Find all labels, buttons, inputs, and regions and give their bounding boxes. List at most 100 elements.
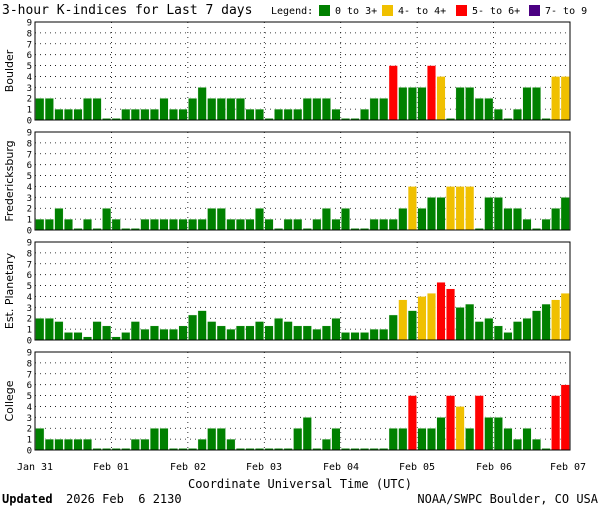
k-bar <box>216 325 226 341</box>
k-bar <box>512 108 522 121</box>
k-bar <box>484 98 494 121</box>
k-bar <box>398 428 408 451</box>
k-bar <box>532 438 542 451</box>
k-bar <box>63 332 73 341</box>
k-bar <box>63 108 73 121</box>
k-bar <box>455 87 465 121</box>
k-bar <box>54 208 64 231</box>
k-bar <box>159 218 169 231</box>
k-bar <box>369 98 379 121</box>
k-bar <box>512 438 522 451</box>
k-bar <box>130 438 140 451</box>
legend-item-0: 0 to 3+ <box>319 5 377 17</box>
k-bar <box>197 438 207 451</box>
k-bar <box>178 325 188 341</box>
k-bar <box>283 321 293 341</box>
x-tick-label-3: Feb 03 <box>246 462 282 473</box>
k-bar <box>312 98 322 121</box>
k-bar <box>130 108 140 121</box>
panel-frame <box>34 131 571 231</box>
y-tick-label: 3 <box>27 414 32 424</box>
k-bar <box>73 332 83 341</box>
k-bar <box>503 332 513 341</box>
k-bar <box>245 218 255 231</box>
k-bar <box>522 318 532 341</box>
k-bar <box>398 87 408 121</box>
k-bar <box>245 325 255 341</box>
k-bar <box>169 328 179 341</box>
legend-swatch-3 <box>529 5 540 16</box>
k-bar <box>493 417 503 451</box>
legend-item-1: 4- to 4+ <box>382 5 446 17</box>
k-bar <box>407 395 417 451</box>
k-bar <box>379 328 389 341</box>
y-tick-label: 5 <box>27 282 32 292</box>
k-bar <box>159 98 169 121</box>
k-bar <box>560 292 570 341</box>
y-tick-label: 2 <box>27 205 32 215</box>
panel-border <box>34 351 571 451</box>
k-bar <box>551 208 561 231</box>
k-bar <box>169 218 179 231</box>
y-tick-label: 4 <box>27 73 32 83</box>
k-bar <box>188 98 198 121</box>
k-bar <box>35 218 45 231</box>
k-bar <box>73 438 83 451</box>
k-bar <box>92 98 102 121</box>
k-bar <box>446 186 456 231</box>
k-bar <box>140 438 150 451</box>
chart-title: 3-hour K-indices for Last 7 days <box>2 3 252 18</box>
y-tick-label: 9 <box>27 129 32 139</box>
k-bar <box>264 218 274 231</box>
k-bar <box>426 65 436 121</box>
k-bar <box>532 310 542 341</box>
panel-border <box>34 21 571 121</box>
y-tick-label: 1 <box>27 106 32 116</box>
k-bar <box>379 98 389 121</box>
k-bar <box>255 208 264 231</box>
y-tick-label: 8 <box>27 29 32 39</box>
k-bar <box>44 438 54 451</box>
k-bar <box>484 197 494 231</box>
k-bar <box>426 428 436 451</box>
k-bar <box>178 218 188 231</box>
k-bar <box>321 98 331 121</box>
k-bar <box>321 438 331 451</box>
panel-border <box>34 131 571 231</box>
x-tick-label-4: Feb 04 <box>323 462 359 473</box>
k-bar <box>436 197 446 231</box>
k-bar <box>54 438 64 451</box>
y-tick-label: 9 <box>27 349 32 359</box>
y-tick-label: 7 <box>27 260 32 270</box>
k-bar <box>560 384 570 451</box>
k-bar <box>35 428 45 451</box>
k-bar <box>465 428 475 451</box>
k-bar <box>350 332 360 341</box>
k-bar <box>417 428 427 451</box>
panel-border <box>34 241 571 341</box>
y-tick-label: 1 <box>27 436 32 446</box>
y-tick-label: 8 <box>27 249 32 259</box>
k-bar <box>474 395 484 451</box>
k-bar <box>426 197 436 231</box>
k-bar <box>331 218 341 231</box>
k-bar <box>35 98 45 121</box>
k-bar <box>159 428 169 451</box>
k-bar <box>331 428 341 451</box>
k-bar <box>388 65 398 121</box>
k-bar <box>140 328 150 341</box>
panels-group: 0123456789Boulder0123456789Fredericksbur… <box>3 19 571 457</box>
k-bar <box>130 321 140 341</box>
y-tick-label: 4 <box>27 403 32 413</box>
y-tick-label: 7 <box>27 40 32 50</box>
k-bar <box>245 108 255 121</box>
y-tick-label: 4 <box>27 183 32 193</box>
k-bar <box>274 108 284 121</box>
k-bar <box>235 218 245 231</box>
k-bar <box>44 98 54 121</box>
